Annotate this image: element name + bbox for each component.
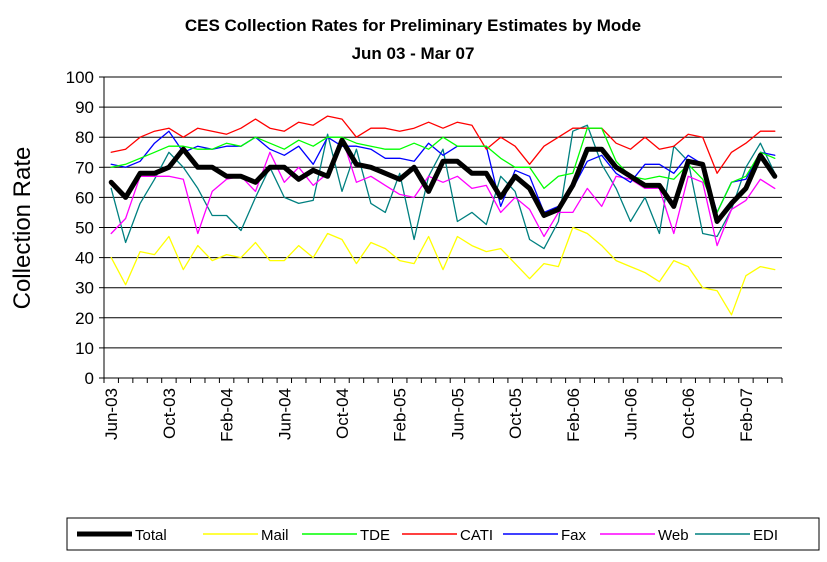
y-tick-label: 30: [75, 279, 94, 298]
y-tick-label: 10: [75, 339, 94, 358]
y-tick-label: 50: [75, 219, 94, 238]
y-tick-labels: 0 10 20 30 40 50 60 70 80 90 100: [66, 68, 94, 388]
legend-label-edi: EDI: [753, 527, 778, 544]
chart-title: CES Collection Rates for Preliminary Est…: [185, 16, 641, 35]
series-line-tde: [110, 127, 776, 214]
x-tick-label: Feb-07: [737, 388, 756, 442]
x-tick-label: Feb-06: [564, 388, 583, 442]
x-tick-label: Feb-04: [218, 388, 237, 442]
y-tick-label: 70: [75, 158, 94, 177]
legend-label-web: Web: [658, 527, 689, 544]
y-tick-label: 60: [75, 188, 94, 207]
x-tick-label: Jun-05: [448, 388, 467, 440]
y-tick-label: 90: [75, 98, 94, 117]
legend: Total Mail TDE CATI Fax Web EDI: [66, 517, 820, 551]
series-line-fax: [110, 130, 776, 214]
y-tick-label: 40: [75, 249, 94, 268]
gridlines: [104, 76, 782, 349]
y-tick-label: 20: [75, 309, 94, 328]
y-axis-label: Collection Rate: [9, 147, 36, 310]
y-tick-label: 0: [85, 369, 94, 388]
x-tick-label: Feb-05: [391, 388, 410, 442]
x-tick-label: Oct-06: [679, 388, 698, 439]
x-tick-labels: Jun-03 Oct-03 Feb-04 Jun-04 Oct-04 Feb-05 Jun-…: [102, 388, 756, 442]
series-line-cati: [110, 115, 776, 174]
series-line-web: [110, 136, 776, 247]
x-tick-label: Oct-03: [160, 388, 179, 439]
x-tick-label: Jun-06: [622, 388, 641, 440]
legend-label-total: Total: [135, 527, 167, 544]
series-line-mail: [110, 226, 776, 316]
x-tick-label: Oct-05: [506, 388, 525, 439]
series-line-total: [108, 137, 778, 224]
legend-label-fax: Fax: [561, 527, 587, 544]
legend-label-tde: TDE: [360, 527, 390, 544]
series-lines: [108, 115, 778, 316]
y-tick-label: 100: [66, 68, 94, 87]
axes: [99, 76, 783, 383]
x-tick-label: Jun-04: [275, 388, 294, 440]
x-tick-label: Oct-04: [333, 388, 352, 439]
legend-label-mail: Mail: [261, 527, 289, 544]
chart-subtitle: Jun 03 - Mar 07: [352, 44, 475, 63]
x-tick-label: Jun-03: [102, 388, 121, 440]
y-tick-label: 80: [75, 128, 94, 147]
legend-label-cati: CATI: [460, 527, 493, 544]
